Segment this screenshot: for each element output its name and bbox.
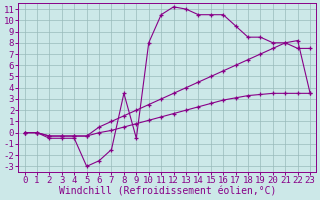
X-axis label: Windchill (Refroidissement éolien,°C): Windchill (Refroidissement éolien,°C) — [59, 187, 276, 197]
